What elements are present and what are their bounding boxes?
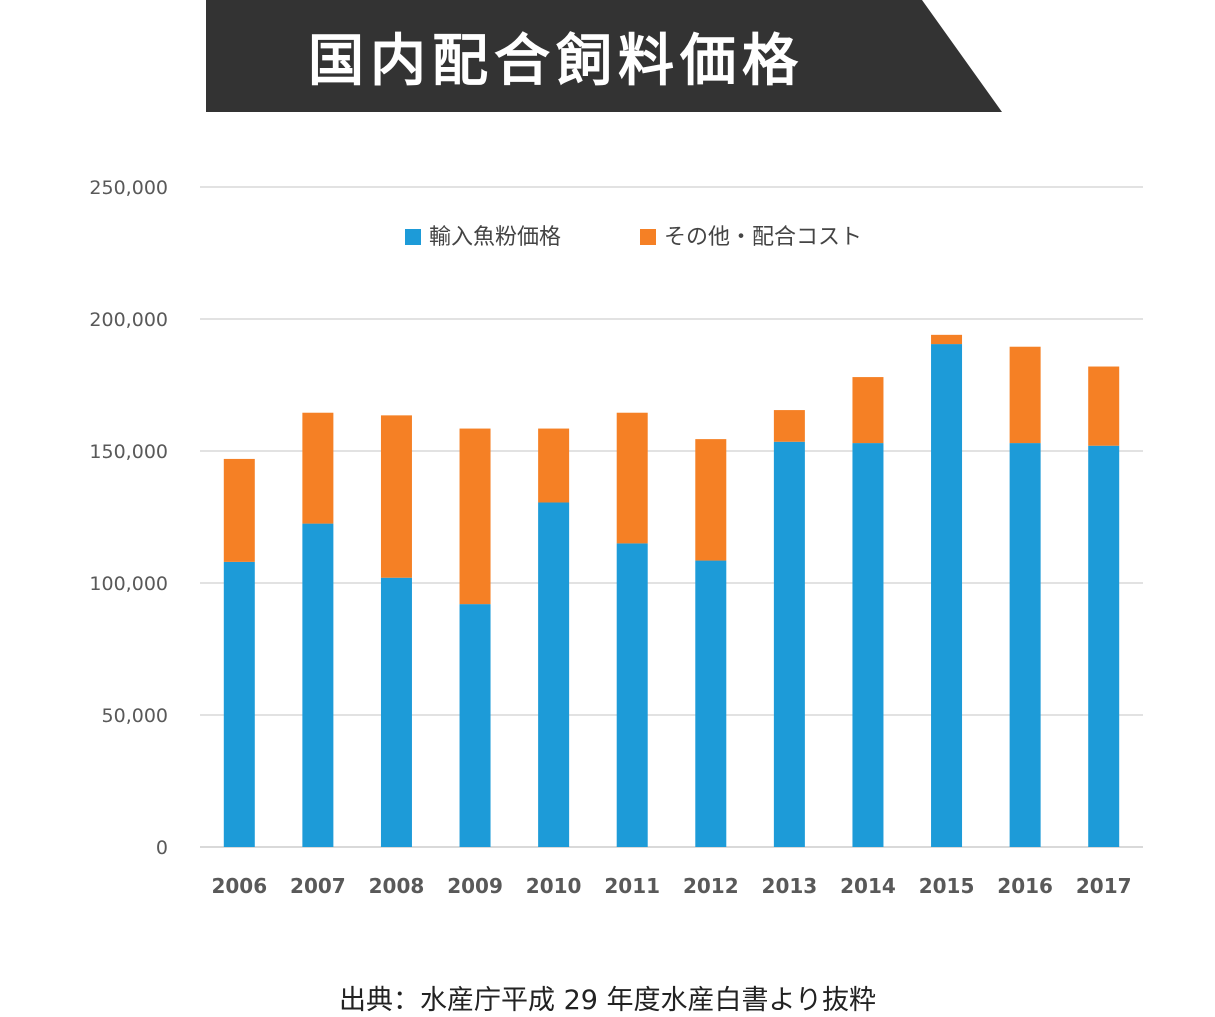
bar-segment-other-cost <box>616 412 648 544</box>
bar-segment-other-cost <box>1009 346 1041 444</box>
bar-segment-fishmeal <box>1009 443 1041 847</box>
x-tick-label: 2008 <box>369 874 425 898</box>
y-tick-label: 250,000 <box>89 177 168 199</box>
bar-segment-fishmeal <box>616 543 648 847</box>
y-tick-label: 0 <box>156 837 168 859</box>
x-tick-label: 2017 <box>1076 874 1132 898</box>
bar-segment-other-cost <box>773 410 805 442</box>
x-tick-label: 2011 <box>604 874 660 898</box>
legend-label: その他・配合コスト <box>664 225 862 250</box>
bar-segment-other-cost <box>459 428 491 605</box>
x-tick-label: 2016 <box>997 874 1053 898</box>
bar-segment-other-cost <box>695 439 727 561</box>
y-tick-label: 200,000 <box>89 309 168 331</box>
bar-segment-fishmeal <box>852 443 884 847</box>
bar-segment-other-cost <box>223 458 255 562</box>
x-tick-label: 2010 <box>526 874 582 898</box>
y-tick-label: 100,000 <box>89 573 168 595</box>
stacked-bar-chart: 0 50,000 100,000 150,000 200,000 250,000 2006 2… <box>89 177 1143 898</box>
x-tick-label: 2009 <box>447 874 503 898</box>
legend-label: 輸入魚粉価格 <box>429 225 561 250</box>
y-tick-label: 50,000 <box>102 705 168 727</box>
banner-shape <box>206 0 1002 112</box>
bar-segment-fishmeal <box>773 441 805 847</box>
bar-segment-other-cost <box>852 377 884 444</box>
bar-segment-other-cost <box>302 412 334 524</box>
bar-segment-fishmeal <box>302 523 334 847</box>
y-tick-label: 150,000 <box>89 441 168 463</box>
source-note: 出典：水産庁平成 29 年度水産白書より抜粋 <box>339 985 876 1016</box>
bar-segment-fishmeal <box>695 560 727 847</box>
x-tick-label: 2006 <box>211 874 267 898</box>
x-tick-label: 2007 <box>290 874 346 898</box>
bar-segment-fishmeal <box>931 344 963 847</box>
bar-segment-other-cost <box>931 334 963 345</box>
bar-segment-other-cost <box>538 428 570 503</box>
bar-segment-fishmeal <box>538 502 570 847</box>
legend-swatch <box>640 229 656 245</box>
bar-segment-fishmeal <box>380 577 412 847</box>
bar-segment-fishmeal <box>1088 445 1120 847</box>
bar-segment-fishmeal <box>223 561 255 847</box>
chart-title: 国内配合飼料価格 <box>308 28 804 94</box>
x-tick-label: 2015 <box>919 874 975 898</box>
bar-segment-other-cost <box>380 415 412 578</box>
x-tick-label: 2013 <box>762 874 818 898</box>
bar-segment-other-cost <box>1088 366 1120 446</box>
title-banner: 国内配合飼料価格 <box>206 0 1002 112</box>
x-tick-label: 2014 <box>840 874 896 898</box>
legend-swatch <box>405 229 421 245</box>
x-tick-label: 2012 <box>683 874 739 898</box>
bar-segment-fishmeal <box>459 604 491 847</box>
